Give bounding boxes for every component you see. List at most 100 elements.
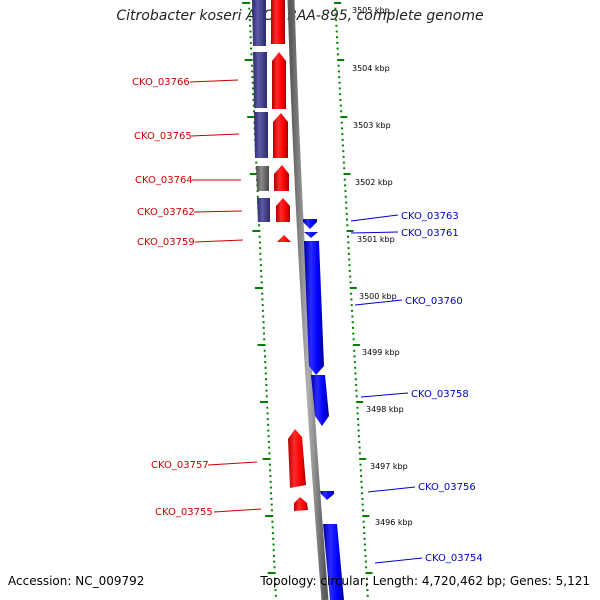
minor-tick (344, 195, 347, 198)
minor-tick (262, 321, 265, 324)
minor-tick (249, 36, 252, 39)
minor-tick (249, 41, 252, 44)
minor-tick (336, 53, 339, 56)
label-leader-line (213, 508, 262, 513)
major-tick (249, 173, 258, 175)
forward-gene-arrow (273, 113, 288, 158)
forward-gene-arrow (288, 429, 306, 488)
gene-label: CKO_03760 (405, 296, 463, 307)
minor-tick (267, 435, 270, 438)
minor-tick (340, 110, 343, 113)
minor-tick (266, 412, 269, 415)
right-tick-track (334, 2, 373, 597)
minor-tick (341, 144, 344, 147)
minor-tick (363, 532, 366, 535)
minor-tick (355, 383, 358, 386)
minor-tick (259, 252, 262, 255)
minor-tick (353, 355, 356, 358)
minor-tick (253, 110, 255, 113)
minor-tick (363, 537, 366, 540)
minor-tick (336, 47, 339, 50)
minor-tick (268, 463, 271, 466)
minor-tick (251, 87, 254, 90)
minor-tick (252, 93, 255, 96)
minor-tick (259, 264, 262, 267)
minor-tick (341, 127, 343, 130)
gene-label: CKO_03758 (411, 389, 469, 400)
gene-label: CKO_03762 (137, 207, 195, 218)
minor-tick (343, 178, 346, 181)
minor-tick (251, 76, 254, 79)
minor-tick (267, 429, 270, 432)
minor-tick (335, 30, 338, 33)
minor-tick (355, 389, 358, 392)
gene-label: CKO_03763 (401, 211, 459, 222)
major-tick (267, 572, 276, 574)
gene-label: CKO_03764 (135, 175, 193, 186)
minor-tick (347, 247, 350, 250)
minor-tick (358, 440, 361, 443)
minor-tick (338, 81, 341, 84)
minor-tick (365, 577, 368, 580)
minor-tick (274, 577, 276, 580)
minor-tick (349, 275, 352, 278)
minor-tick (350, 292, 353, 295)
major-tick (265, 515, 274, 517)
kbp-tick-label: 3496 kbp (375, 518, 413, 527)
label-leader-line (193, 210, 243, 213)
minor-tick (357, 435, 360, 438)
minor-tick (355, 395, 358, 398)
kbp-tick-label: 3504 kbp (352, 64, 390, 73)
minor-tick (255, 161, 258, 164)
gene-label: CKO_03765 (134, 131, 192, 142)
topology-label: Topology: circular; Length: 4,720,462 bp… (260, 574, 590, 588)
minor-tick (248, 7, 251, 10)
minor-tick (346, 218, 348, 221)
major-tick (346, 230, 354, 232)
minor-tick (358, 446, 361, 449)
minor-tick (342, 155, 345, 158)
minor-tick (337, 64, 340, 67)
minor-tick (342, 161, 345, 164)
minor-tick (364, 554, 367, 557)
minor-tick (356, 406, 359, 409)
minor-tick (273, 560, 276, 563)
kbp-tick-label: 3498 kbp (366, 405, 404, 414)
gene-label: CKO_03754 (425, 553, 483, 564)
minor-tick (347, 235, 349, 238)
major-tick (242, 2, 251, 4)
forward-gene-arrow (276, 198, 290, 222)
minor-tick (354, 378, 357, 381)
feature-block (252, 0, 266, 46)
genome-backbone (287, 0, 329, 600)
minor-tick (269, 475, 272, 478)
minor-tick (361, 492, 364, 495)
forward-strand-track (271, 0, 308, 511)
minor-tick (274, 589, 277, 592)
minor-tick (262, 326, 265, 329)
major-tick (257, 344, 266, 346)
minor-tick (265, 395, 268, 398)
minor-tick (359, 463, 362, 466)
major-tick (343, 173, 351, 175)
minor-tick (354, 366, 357, 369)
kbp-tick-label: 3497 kbp (370, 462, 408, 471)
minor-tick (339, 93, 342, 96)
minor-tick (261, 309, 264, 312)
minor-tick (263, 338, 266, 341)
minor-tick (256, 190, 259, 193)
label-leader-line (350, 231, 399, 234)
minor-tick (256, 195, 259, 198)
minor-tick (258, 224, 261, 227)
minor-tick (251, 81, 254, 84)
label-leader-line (367, 486, 416, 493)
minor-tick (260, 281, 263, 284)
major-tick (247, 116, 256, 118)
forward-gene-arrow (294, 497, 308, 511)
minor-tick (347, 241, 350, 244)
kbp-tick-label: 3505 kbp (352, 6, 390, 15)
label-leader-line (350, 214, 399, 222)
minor-tick (252, 98, 255, 101)
minor-tick (336, 41, 339, 44)
